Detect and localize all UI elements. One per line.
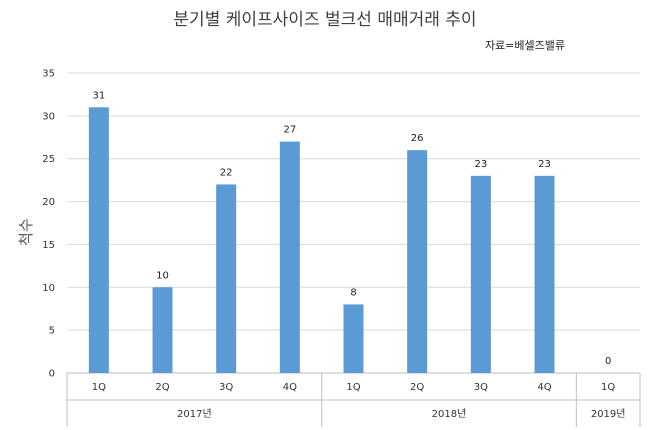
- data-label: 10: [156, 270, 169, 281]
- axes: 0 5 10 15 20 25 30 35 1Q 2Q 3Q 4Q 1Q 2Q 3Q 4Q 1Q 2017년 201…: [42, 69, 641, 427]
- data-label: 8: [350, 287, 356, 298]
- x-group-label: 2019년: [591, 408, 626, 420]
- bar: [152, 287, 173, 373]
- x-tick-label: 1Q: [92, 382, 106, 393]
- bar: [88, 107, 109, 374]
- x-group-label: 2018년: [432, 408, 467, 420]
- data-label: 31: [92, 90, 105, 101]
- bars: 31 10 22 27 8 26 23 23 0: [88, 90, 611, 374]
- x-group-label: 2017년: [177, 408, 212, 420]
- x-tick-label: 4Q: [283, 382, 297, 393]
- chart-title: 분기별 케이프사이즈 벌크선 매매거래 추이: [173, 10, 476, 30]
- y-tick-label: 20: [42, 197, 55, 208]
- x-tick-label: 1Q: [601, 382, 615, 393]
- data-label: 27: [283, 125, 296, 136]
- x-tick-label: 3Q: [219, 382, 233, 393]
- x-tick-label: 2Q: [155, 382, 169, 393]
- y-tick-label: 15: [42, 240, 55, 251]
- data-label: 22: [220, 167, 233, 178]
- y-tick-label: 35: [42, 69, 55, 80]
- data-label: 23: [538, 159, 551, 170]
- y-tick-label: 0: [49, 369, 55, 380]
- y-tick-label: 10: [42, 283, 55, 294]
- x-tick-label: 3Q: [474, 382, 488, 393]
- bar: [343, 304, 364, 373]
- y-tick-label: 25: [42, 154, 55, 165]
- data-label: 23: [474, 159, 487, 170]
- data-label: 26: [411, 133, 424, 144]
- y-tick-label: 5: [49, 326, 55, 337]
- bar: [216, 184, 237, 373]
- y-axis-label: 척수: [17, 218, 35, 246]
- bar: [534, 175, 555, 373]
- y-tick-label: 30: [42, 111, 55, 122]
- x-tick-label: 1Q: [346, 382, 360, 393]
- data-label: 0: [605, 356, 611, 367]
- bar: [279, 141, 300, 373]
- chart-source: 자료=베셀즈밸류: [485, 39, 565, 52]
- bar: [407, 150, 428, 373]
- bar: [470, 175, 491, 373]
- x-tick-label: 2Q: [410, 382, 424, 393]
- x-tick-label: 4Q: [537, 382, 551, 393]
